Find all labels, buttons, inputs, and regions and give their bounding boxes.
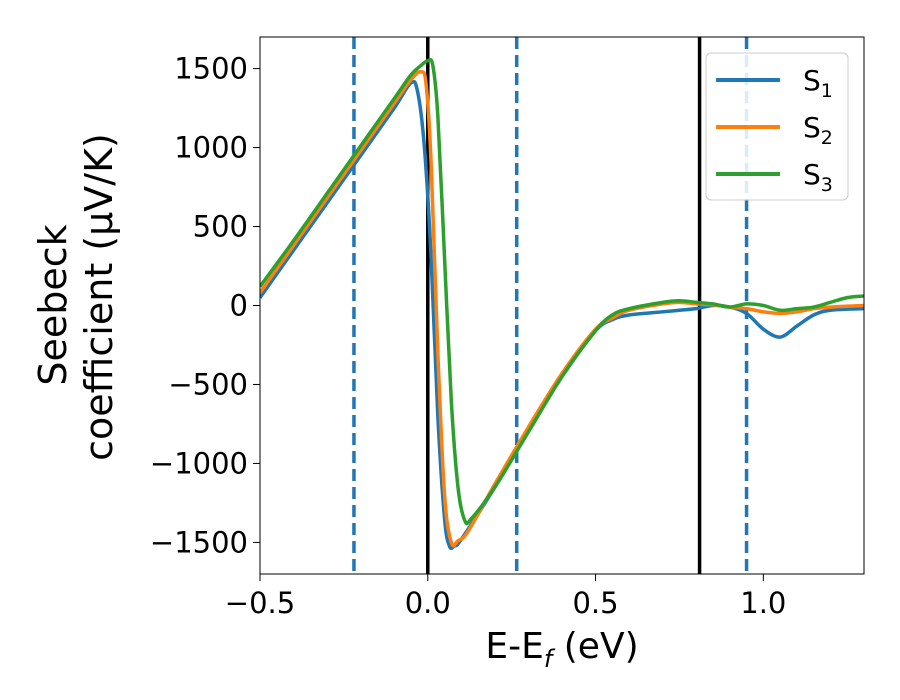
y-axis-ticks: −1500 −1000 −500 0 500 1000 1500 — [150, 52, 260, 559]
y-axis-label: Seebeck coefficient (μV/K) — [31, 133, 121, 461]
legend-label-s2: S2 — [803, 111, 833, 149]
y-tick-label: 0 — [230, 289, 248, 323]
y-tick-label: −1000 — [150, 446, 248, 480]
y-tick-label: 500 — [193, 210, 248, 244]
legend: S1 S2 S3 — [705, 52, 849, 201]
y-tick-label: −500 — [168, 367, 248, 401]
x-tick-label: −0.5 — [225, 586, 295, 620]
x-axis-ticks: −0.5 0.0 0.5 1.0 — [225, 574, 786, 620]
legend-label-s1: S1 — [803, 64, 833, 102]
reference-lines — [352, 37, 749, 574]
y-axis-label-line2: coefficient (μV/K) — [77, 133, 121, 461]
y-tick-label: −1500 — [150, 525, 248, 559]
y-tick-label: 1000 — [174, 131, 248, 165]
y-tick-label: 1500 — [174, 52, 248, 86]
x-axis-label-main: E-E — [485, 626, 543, 667]
legend-label-s3: S3 — [803, 158, 833, 196]
x-tick-label: 0.0 — [405, 586, 451, 620]
y-axis-label-line1: Seebeck — [31, 224, 75, 385]
series-line-s2 — [260, 69, 864, 548]
x-tick-label: 0.5 — [572, 586, 618, 620]
x-axis-label: E-Ef (eV) — [485, 626, 638, 673]
series-group — [260, 57, 864, 551]
x-axis-label-unit: (eV) — [552, 626, 638, 667]
x-tick-label: 1.0 — [740, 586, 786, 620]
series-line-s3 — [260, 57, 864, 526]
